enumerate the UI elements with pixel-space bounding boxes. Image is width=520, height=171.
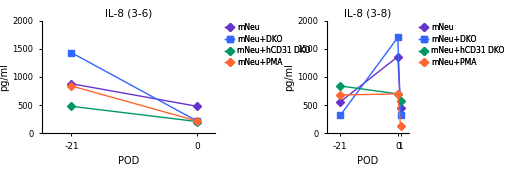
X-axis label: POD: POD — [118, 156, 139, 166]
X-axis label: POD: POD — [357, 156, 379, 166]
Y-axis label: pg/ml: pg/ml — [0, 63, 9, 91]
Title: IL-8 (3-6): IL-8 (3-6) — [105, 8, 152, 18]
Y-axis label: pg/ml: pg/ml — [284, 63, 294, 91]
Title: IL-8 (3-8): IL-8 (3-8) — [344, 8, 392, 18]
Legend: mNeu, mNeu+DKO, mNeu+hCD31 DKO, mNeu+PMA: mNeu, mNeu+DKO, mNeu+hCD31 DKO, mNeu+PMA — [418, 22, 505, 68]
Legend: mNeu, mNeu+DKO, mNeu+hCD31 DKO, mNeu+PMA: mNeu, mNeu+DKO, mNeu+hCD31 DKO, mNeu+PMA — [225, 22, 311, 68]
